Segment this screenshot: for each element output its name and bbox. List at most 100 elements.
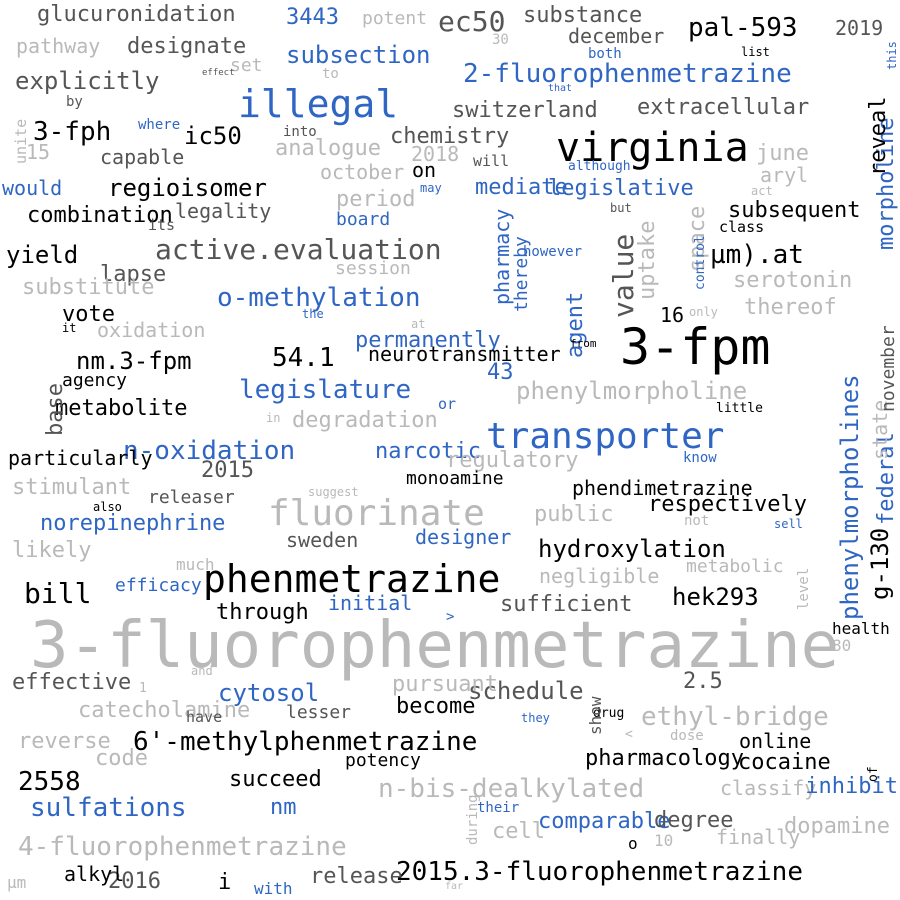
word-monoamine: monoamine — [406, 467, 504, 489]
word-substance: substance — [523, 3, 643, 29]
word-stimulant: stimulant — [12, 475, 132, 501]
word-pursuant: pursuant — [392, 672, 498, 698]
word-degree: degree — [654, 808, 734, 834]
word-norepinephrine: norepinephrine — [40, 511, 226, 537]
word-yield: yield — [6, 240, 79, 269]
word-n-oxidation: n‑oxidation — [123, 436, 296, 467]
word-that: that — [548, 83, 573, 94]
word-reveal: reveal — [866, 96, 891, 176]
word-from: from — [570, 337, 597, 351]
word-designer: designer — [415, 525, 512, 549]
word-this: this — [885, 41, 899, 70]
word-classify: classify — [720, 776, 817, 800]
word-aryl: aryl — [760, 163, 809, 187]
word-list: list — [741, 45, 770, 60]
word-2-5: 2.5 — [683, 669, 723, 695]
word-metabolic: metabolic — [686, 555, 784, 577]
word-extracellular: extracellular — [637, 95, 810, 121]
word-6-methylphenmetrazine: 6'-methylphenmetrazine — [133, 727, 478, 758]
word-act: act — [751, 184, 773, 199]
word-little: little — [716, 400, 763, 416]
word-respectively: respectively — [648, 492, 807, 518]
word-metabolite: metabolite — [55, 396, 188, 422]
word-comparable: comparable — [538, 809, 671, 835]
word-lapse: lapse — [100, 262, 167, 288]
word-where: where — [138, 116, 181, 133]
word-80: 80 — [832, 636, 852, 656]
word-illegal: illegal — [238, 81, 399, 126]
word-lesser: lesser — [286, 701, 352, 723]
word-glucuronidation: glucuronidation — [37, 2, 236, 28]
word-hek293: hek293 — [672, 582, 759, 611]
word-phenylmorpholines: phenylmorpholines — [836, 374, 864, 620]
word-have: have — [186, 708, 223, 726]
word-pharmacy: pharmacy — [490, 208, 514, 305]
word-chemistry: chemistry — [390, 124, 510, 150]
word-3-fph: 3-fph — [33, 117, 112, 148]
word-2558: 2558 — [18, 767, 81, 798]
word-narcotic: narcotic — [375, 439, 481, 465]
word-or: or — [438, 395, 457, 413]
word-capable: capable — [100, 145, 185, 169]
word-dose: dose — [670, 727, 704, 744]
word-drug: drug — [593, 705, 625, 721]
word-pharmacology: pharmacology — [585, 746, 744, 772]
word-active-evaluation: active.evaluation — [155, 232, 442, 266]
word-succeed: succeed — [229, 767, 322, 793]
word-designate: designate — [127, 34, 247, 60]
word-not: not — [684, 512, 710, 529]
word-finally: finally — [716, 825, 801, 849]
word-they: they — [521, 711, 550, 726]
word-subsection: subsection — [286, 40, 431, 69]
word-to: to — [322, 65, 339, 82]
word-o: o — [628, 834, 638, 854]
word-virginia: virginia — [556, 125, 749, 171]
word-symbol: < — [625, 726, 633, 742]
word-regioisomer: regioisomer — [108, 173, 267, 202]
word-alkyl: alkyl — [64, 862, 125, 886]
word-o-methylation: o‑methylation — [217, 283, 421, 314]
word-by: by — [66, 93, 83, 110]
word-43: 43 — [487, 360, 514, 386]
word-agency: agency — [62, 369, 128, 391]
word-switzerland: switzerland — [452, 98, 598, 124]
word-set: set — [230, 54, 263, 76]
word-period: period — [336, 187, 416, 213]
word-subsequent: subsequent — [728, 198, 861, 224]
word-the: the — [302, 307, 324, 322]
word-2016: 2016 — [108, 869, 161, 895]
word-cell: cell — [492, 819, 545, 845]
word-online: online — [739, 729, 812, 753]
word-mediate: mediate — [475, 175, 568, 201]
word-however: however — [523, 243, 583, 260]
word-base: base — [43, 383, 68, 436]
word-n-bis-dealkylated: n‑bis‑dealkylated — [378, 774, 645, 805]
word-hydroxylation: hydroxylation — [538, 534, 726, 563]
word-4-fluorophenmetrazine: 4-fluorophenmetrazine — [18, 832, 347, 863]
word-suggest: suggest — [308, 485, 359, 500]
word-although: although — [568, 158, 631, 174]
word-on: on — [412, 158, 437, 182]
word-efficacy: efficacy — [115, 574, 202, 596]
word-its: its — [148, 216, 176, 234]
word-legislative: legislative — [548, 176, 694, 202]
word-sufficient: sufficient — [500, 592, 633, 618]
word-cytosol: cytosol — [218, 678, 320, 707]
word-m-at: µm).at — [710, 240, 804, 271]
word-board: board — [336, 208, 391, 230]
word-at: at — [411, 317, 426, 332]
word-would: would — [2, 176, 63, 200]
word-2019: 2019 — [835, 16, 884, 40]
word-2-fluorophenmetrazine: 2-fluorophenmetrazine — [463, 59, 792, 90]
word-also: also — [93, 500, 122, 515]
word-november: november — [878, 325, 899, 412]
word-public: public — [534, 502, 614, 528]
word-oxidation: oxidation — [97, 318, 206, 342]
word-sulfations: sulfations — [30, 793, 187, 824]
word-neurotransmitter: neurotransmitter — [368, 342, 561, 366]
word-vote: vote — [62, 302, 115, 328]
word-legislature: legislature — [239, 375, 412, 406]
word-30: 30 — [492, 31, 509, 48]
word-bill: bill — [24, 576, 92, 610]
word-show: show — [586, 696, 605, 735]
